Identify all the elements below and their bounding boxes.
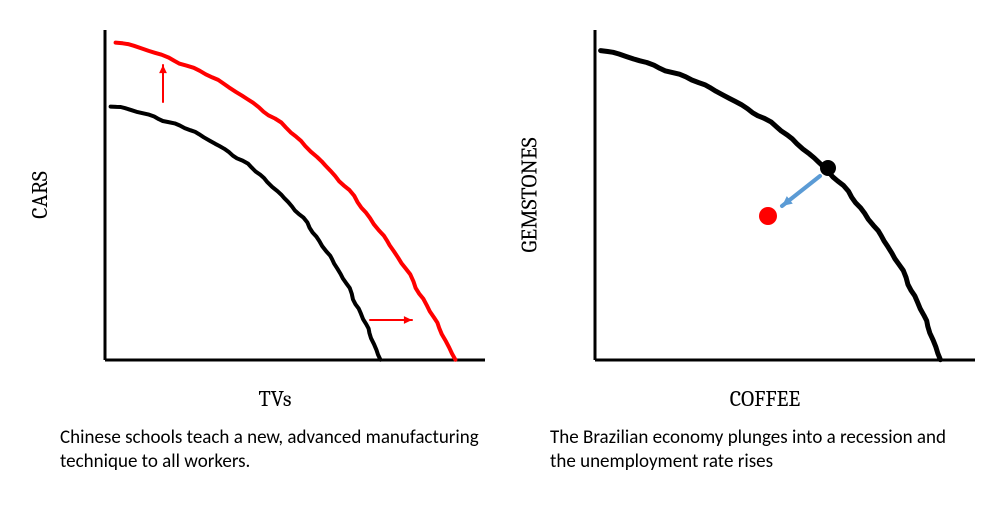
point-inside-frontier xyxy=(759,207,777,225)
left-plot xyxy=(60,10,490,380)
curve-original xyxy=(111,107,381,360)
right-panel: GEMSTONES COFFEE The Brazilian economy p… xyxy=(510,10,980,474)
arrow-right-head xyxy=(404,316,412,324)
left-caption: Chinese schools teach a new, advanced ma… xyxy=(60,426,480,474)
left-ylabel-text: CARS xyxy=(27,171,53,219)
right-xlabel: COFFEE xyxy=(550,386,980,412)
figure-container: CARS TVs Chinese schools teach a new, ad… xyxy=(0,0,984,528)
right-ylabel: GEMSTONES xyxy=(510,10,550,380)
point-on-frontier xyxy=(820,160,836,176)
right-ylabel-text: GEMSTONES xyxy=(517,137,543,252)
right-svg xyxy=(550,10,980,380)
right-caption: The Brazilian economy plunges into a rec… xyxy=(550,426,970,474)
curve-frontier xyxy=(601,51,941,360)
left-svg xyxy=(60,10,490,380)
left-xlabel: TVs xyxy=(60,386,490,412)
left-ylabel: CARS xyxy=(20,10,60,380)
right-plot xyxy=(550,10,980,380)
left-panel: CARS TVs Chinese schools teach a new, ad… xyxy=(20,10,490,474)
arrow-up-head xyxy=(159,65,167,73)
